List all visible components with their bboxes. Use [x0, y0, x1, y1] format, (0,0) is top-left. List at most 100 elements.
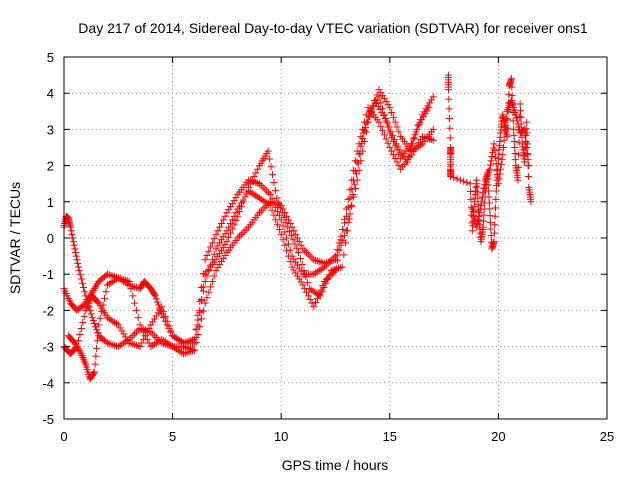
y-tick-label: 0: [47, 231, 54, 246]
data-point: [232, 209, 240, 217]
data-point: [318, 288, 326, 296]
data-point: [259, 197, 267, 205]
data-point: [261, 198, 269, 206]
data-point: [132, 306, 140, 314]
x-tick-label: 20: [491, 429, 505, 444]
data-point: [473, 223, 481, 231]
data-point: [246, 180, 254, 188]
data-point: [295, 264, 303, 272]
data-point: [383, 119, 391, 127]
data-point: [310, 303, 318, 311]
data-point: [348, 176, 356, 184]
data-point: [388, 147, 396, 155]
data-point: [153, 298, 161, 306]
data-point: [147, 343, 155, 351]
data-points: [60, 71, 535, 383]
data-point: [478, 193, 486, 201]
data-point: [490, 239, 498, 247]
data-point: [406, 153, 414, 161]
data-point: [359, 125, 367, 133]
data-point: [345, 215, 353, 223]
data-point: [268, 206, 276, 214]
data-point: [491, 221, 499, 229]
data-point: [80, 283, 88, 291]
data-point: [485, 167, 493, 175]
data-point: [446, 115, 454, 123]
data-point: [477, 233, 485, 241]
data-point: [304, 250, 312, 258]
data-point: [311, 288, 319, 296]
data-point: [150, 290, 158, 298]
data-point: [488, 153, 496, 161]
data-point: [352, 170, 360, 178]
data-point: [312, 269, 320, 277]
data-point: [245, 183, 253, 191]
data-point: [103, 281, 111, 289]
data-point: [183, 338, 191, 346]
data-point: [393, 158, 401, 166]
data-point: [523, 150, 531, 158]
data-point: [69, 337, 77, 345]
data-point: [473, 182, 481, 190]
x-tick-labels: 0 5 10 15 20 25: [60, 429, 614, 444]
data-point: [410, 134, 418, 142]
x-tick-label: 0: [60, 429, 67, 444]
data-point: [165, 322, 173, 330]
data-point: [503, 131, 511, 139]
data-point: [381, 115, 389, 123]
data-point: [275, 226, 283, 234]
data-point: [131, 341, 139, 349]
data-point: [292, 230, 300, 238]
data-point: [189, 336, 197, 344]
data-point: [225, 206, 233, 214]
data-point: [75, 346, 83, 354]
data-point: [212, 267, 220, 275]
data-point: [291, 240, 299, 248]
data-point: [501, 120, 509, 128]
data-point: [415, 121, 423, 129]
data-point: [516, 100, 524, 108]
data-point: [93, 337, 101, 345]
data-point: [280, 213, 288, 221]
data-point: [149, 330, 157, 338]
data-point: [156, 306, 164, 314]
data-point: [502, 115, 510, 123]
data-point: [486, 165, 494, 173]
data-point: [143, 335, 151, 343]
data-point: [374, 102, 382, 110]
data-point: [480, 185, 488, 193]
data-point: [131, 330, 139, 338]
data-point: [349, 191, 357, 199]
data-point: [389, 151, 397, 159]
data-point: [346, 194, 354, 202]
data-point: [154, 301, 162, 309]
data-point: [223, 209, 231, 217]
y-tick-label: -2: [42, 303, 54, 318]
data-point: [78, 352, 86, 360]
data-point: [203, 251, 211, 259]
data-point: [523, 144, 531, 151]
data-point: [284, 223, 292, 231]
data-point: [225, 233, 233, 241]
data-point: [199, 270, 207, 278]
data-point: [64, 214, 72, 222]
data-point: [503, 107, 511, 115]
data-point: [391, 142, 399, 150]
data-point: [270, 211, 278, 219]
data-point: [391, 136, 399, 144]
data-point: [114, 343, 122, 351]
data-point: [283, 247, 291, 255]
data-point: [303, 288, 311, 296]
data-point: [377, 89, 385, 97]
data-point: [481, 180, 489, 188]
data-point: [239, 229, 247, 237]
data-point: [303, 248, 311, 256]
data-point: [72, 252, 80, 260]
data-point: [219, 216, 227, 224]
data-point: [325, 271, 333, 279]
data-point: [417, 136, 425, 144]
data-point: [315, 267, 323, 275]
data-point: [214, 227, 222, 235]
data-point: [333, 256, 341, 264]
